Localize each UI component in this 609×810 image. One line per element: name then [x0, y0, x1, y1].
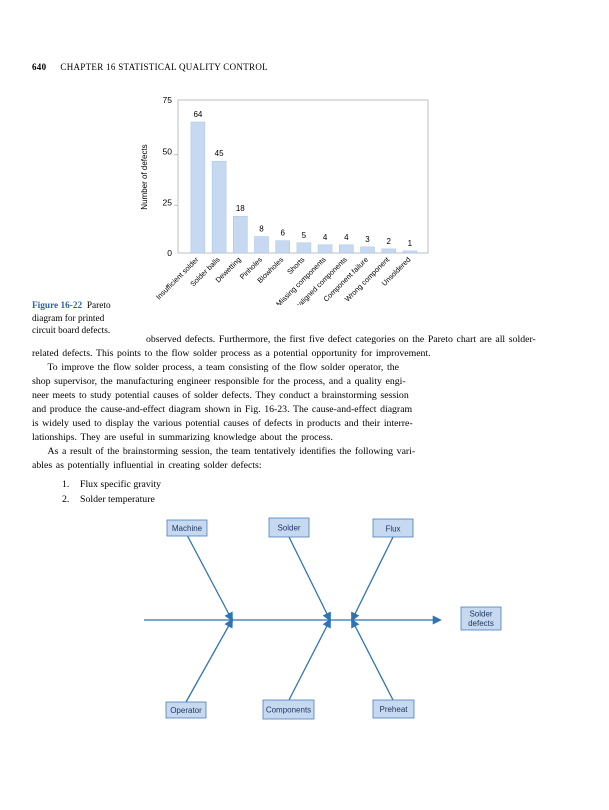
svg-text:Solder: Solder — [469, 610, 492, 619]
svg-text:Operator: Operator — [170, 706, 202, 715]
svg-text:Solder: Solder — [277, 524, 300, 533]
svg-text:Flux: Flux — [385, 525, 400, 534]
svg-text:defects: defects — [468, 619, 494, 628]
svg-text:Machine: Machine — [172, 524, 203, 533]
svg-text:Preheat: Preheat — [379, 705, 408, 714]
svg-text:Components: Components — [266, 706, 311, 715]
